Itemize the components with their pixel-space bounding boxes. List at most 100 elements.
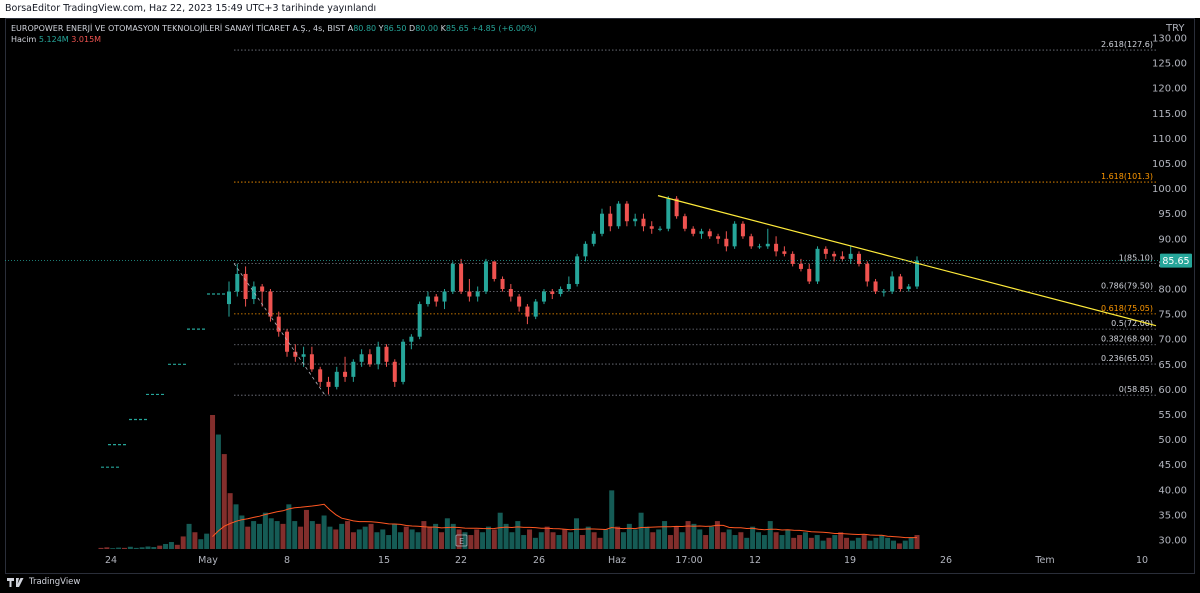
volume-bar xyxy=(491,529,497,549)
publish-header: BorsaEditor TradingView.com, Haz 22, 202… xyxy=(0,0,1200,18)
candle-body xyxy=(832,253,837,257)
tradingview-logo[interactable]: TradingView xyxy=(7,576,80,588)
fib-levels: 2.618(127.6) 1.618(101.3) 1(85.10) 0.786(79… xyxy=(234,40,1156,396)
y-tick-label: 130.00 xyxy=(1152,34,1187,45)
y-tick-label: 40.00 xyxy=(1158,485,1187,496)
volume-bar xyxy=(145,546,151,549)
volume-bar xyxy=(303,509,309,549)
fib-level-label: 1(85.10) xyxy=(1119,253,1153,262)
volume-bar xyxy=(873,537,879,549)
volume-bar xyxy=(239,515,245,549)
volume-bar xyxy=(116,547,122,549)
candle-body xyxy=(533,301,538,317)
x-tick-label: Tem xyxy=(1034,555,1054,566)
volume-bar xyxy=(274,521,280,549)
last-price-label: 85.65 xyxy=(1162,256,1189,267)
candle-body xyxy=(392,361,397,382)
candle-body xyxy=(401,341,406,382)
candle-body xyxy=(856,253,861,264)
y-tick-label: 45.00 xyxy=(1158,460,1187,471)
candle-body xyxy=(475,291,480,297)
volume-label[interactable]: Hacim xyxy=(11,35,37,44)
volume-bar xyxy=(403,526,409,549)
volume-bar xyxy=(615,526,621,549)
volume-bar xyxy=(568,532,574,549)
volume-bar xyxy=(350,532,356,549)
logo-text: TradingView xyxy=(29,577,81,587)
volume-bar xyxy=(151,547,157,549)
x-tick-label: 8 xyxy=(284,555,290,566)
candle-body xyxy=(865,263,870,282)
low-value: 80.00 xyxy=(415,24,439,33)
candle-body xyxy=(326,381,331,387)
fib-level-label: 0.5(72.00) xyxy=(1111,319,1153,328)
volume-row: Hacim 5.124M 3.015M xyxy=(11,34,537,45)
currency-label: TRY xyxy=(1165,23,1185,34)
candle-body xyxy=(666,198,671,229)
volume-bar xyxy=(180,536,186,549)
volume-bar xyxy=(761,535,767,549)
candle-body xyxy=(550,291,555,295)
volume-ma-line xyxy=(212,503,917,539)
volume-bar xyxy=(485,526,491,549)
candle-body xyxy=(235,273,240,292)
x-tick-label: May xyxy=(198,555,218,566)
volume-bar xyxy=(726,529,732,549)
candle-body xyxy=(376,346,381,365)
volume-bar xyxy=(891,540,897,549)
axes: 30.00 35.00 40.00 45.00 50.00 55.00 60.00 65.00… xyxy=(105,23,1192,566)
candle-body xyxy=(492,261,497,279)
volume-bar xyxy=(421,521,427,549)
open-label: A xyxy=(347,24,354,33)
volume-bar xyxy=(374,532,380,549)
volume-bars: E xyxy=(98,415,920,549)
volume-bar xyxy=(462,532,468,549)
volume-bar xyxy=(104,547,110,549)
candle-body xyxy=(525,306,530,317)
candles xyxy=(227,196,919,395)
candle-body xyxy=(873,281,878,292)
candle-body xyxy=(682,216,687,229)
volume-bar xyxy=(703,535,709,549)
y-tick-label: 30.00 xyxy=(1158,536,1187,547)
volume-bar xyxy=(914,535,920,549)
volume-bar xyxy=(532,537,538,549)
candle-body xyxy=(699,231,704,234)
volume-bar xyxy=(732,535,738,549)
volume-bar xyxy=(450,523,456,549)
candle-body xyxy=(740,223,745,237)
volume-bar xyxy=(679,532,685,549)
volume-bar xyxy=(855,537,861,549)
candle-body xyxy=(732,223,737,247)
candle-body xyxy=(367,354,372,365)
symbol-name[interactable]: EUROPOWER ENERJİ VE OTOMASYON TEKNOLOJİL… xyxy=(11,24,346,33)
x-tick-label: 10 xyxy=(1136,555,1148,566)
volume-bar xyxy=(503,523,509,549)
candle-body xyxy=(566,283,571,289)
candle-body xyxy=(881,291,886,293)
volume-bar xyxy=(321,515,327,549)
fib-level-label: 0.618(75.05) xyxy=(1101,304,1153,313)
volume-bar xyxy=(286,504,292,549)
volume-bar xyxy=(861,535,867,549)
x-tick-label: 24 xyxy=(105,555,117,566)
volume-bar xyxy=(309,521,315,549)
y-tick-label: 110.00 xyxy=(1152,134,1187,145)
volume-bar xyxy=(579,535,585,549)
candle-body xyxy=(251,286,256,300)
volume-bar xyxy=(709,526,715,549)
volume-bar xyxy=(280,523,286,549)
volume-bar xyxy=(662,521,668,549)
volume-bar xyxy=(315,523,321,549)
candle-body xyxy=(558,289,563,295)
x-tick-label: 22 xyxy=(455,555,467,566)
candle-body xyxy=(500,278,505,289)
volume-bar xyxy=(127,546,133,549)
candle-body xyxy=(268,291,273,317)
candle-body xyxy=(417,304,422,337)
volume-bar xyxy=(497,512,503,549)
fib-level-label: 2.618(127.6) xyxy=(1101,40,1153,49)
volume-bar xyxy=(392,523,398,549)
candle-body xyxy=(724,238,729,247)
